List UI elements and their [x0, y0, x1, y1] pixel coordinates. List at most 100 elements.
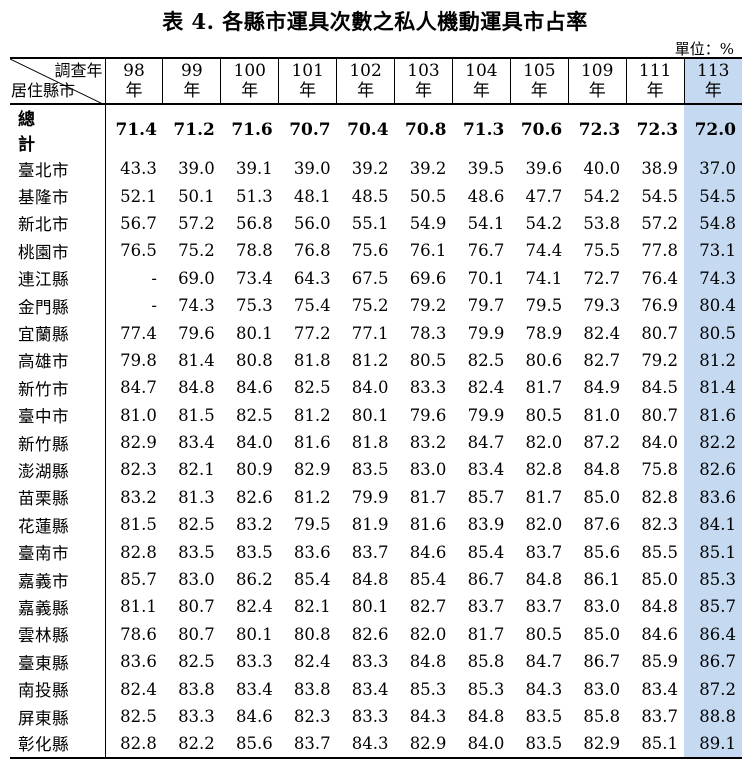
value-cell: 83.0 — [583, 597, 621, 617]
value-cell: 57.2 — [178, 213, 215, 233]
county-label: 花蓮縣 — [10, 511, 106, 539]
county-label: 宜蘭縣 — [10, 319, 106, 347]
county-label: 苗栗縣 — [10, 483, 106, 512]
value-cell: 79.6 — [409, 405, 447, 425]
corner-top-label: 調查年 — [54, 61, 103, 80]
year-number: 105 — [523, 61, 556, 81]
value-cell: 87.2 — [583, 433, 621, 453]
corner-bottom-label: 居住縣市 — [11, 81, 76, 100]
value-cell: 70.4 — [347, 120, 389, 140]
county-label: 南投縣 — [10, 675, 106, 703]
value-cell: 84.8 — [409, 652, 447, 672]
value-cell: 78.3 — [409, 323, 447, 343]
value-cell: 40.0 — [583, 159, 621, 179]
table-row: 苗栗縣 83.2 81.3 82.6 81.2 79.9 81.7 85.7 81.7 85.0 8… — [10, 483, 742, 512]
value-cell: 86.2 — [235, 570, 273, 590]
value-cell: 75.2 — [178, 241, 215, 261]
table-row: 基隆市 52.1 50.1 51.3 48.1 48.5 50.5 48.6 47.7 54.2 5… — [10, 182, 742, 210]
value-cell: 82.7 — [583, 350, 621, 370]
value-cell: 83.3 — [409, 378, 447, 398]
county-label: 新竹縣 — [10, 428, 106, 457]
value-cell: 80.9 — [235, 460, 273, 480]
year-number: 111 — [638, 61, 672, 81]
value-cell: 85.6 — [220, 730, 279, 759]
value-cell: 85.5 — [641, 542, 679, 562]
value-cell: 81.5 — [178, 405, 215, 425]
value-cell: 84.3 — [409, 707, 447, 726]
value-cell: 83.5 — [525, 707, 563, 726]
value-cell: 81.2 — [684, 346, 742, 375]
value-cell: 81.0 — [583, 405, 621, 425]
county-label: 彰化縣 — [10, 730, 106, 759]
county-label: 嘉義市 — [10, 565, 106, 594]
value-cell: 85.0 — [583, 487, 621, 507]
value-cell: 81.6 — [293, 433, 331, 453]
value-cell: 78.8 — [235, 241, 273, 261]
value-cell: 83.7 — [351, 542, 389, 562]
value-cell: 82.5 — [178, 652, 215, 672]
value-cell: 76.4 — [641, 268, 679, 288]
year-header: 100 年 — [220, 58, 279, 104]
value-cell: 82.6 — [351, 624, 389, 644]
year-suffix: 年 — [646, 81, 664, 101]
county-label: 連江縣 — [10, 264, 106, 292]
value-cell: 54.2 — [525, 213, 563, 233]
table-row: 臺南市 82.8 83.5 83.5 83.6 83.7 84.6 85.4 83.7 85.6 8… — [10, 538, 742, 566]
value-cell: 84.0 — [235, 433, 273, 453]
value-cell: 81.2 — [351, 350, 389, 370]
value-cell: 76.5 — [120, 241, 157, 261]
value-cell: 78.9 — [525, 323, 563, 343]
value-cell: 81.7 — [467, 624, 505, 644]
table-title: 表 4. 各縣市運具次數之私人機動運具市占率 — [162, 9, 588, 34]
value-cell: 82.5 — [467, 350, 505, 370]
value-cell: 85.4 — [409, 570, 447, 590]
table-row: 新竹縣 82.9 83.4 84.0 81.6 81.8 83.2 84.7 82.0 87.2 8… — [10, 428, 742, 457]
year-number: 113 — [697, 61, 730, 81]
value-cell: 83.0 — [583, 679, 621, 699]
value-cell: 76.7 — [467, 241, 505, 261]
value-cell: 80.7 — [178, 597, 215, 617]
value-cell: 82.8 — [120, 542, 157, 562]
value-cell: 83.2 — [235, 515, 273, 535]
table-row: 臺北市 43.3 39.0 39.1 39.0 39.2 39.2 39.5 39.6 40.0 3… — [10, 155, 742, 183]
value-cell: 75.3 — [235, 296, 273, 316]
value-cell: 77.1 — [351, 323, 389, 343]
value-cell: 38.9 — [641, 159, 679, 179]
value-cell: 75.2 — [351, 296, 389, 316]
value-cell: 74.4 — [525, 241, 563, 261]
value-cell: 84.0 — [452, 730, 511, 759]
year-suffix: 年 — [125, 81, 143, 101]
year-header: 103 年 — [394, 58, 453, 104]
value-cell: 85.8 — [467, 652, 505, 672]
diagonal-divider-icon — [10, 59, 105, 105]
value-cell: 85.0 — [583, 624, 621, 644]
value-cell: 82.4 — [235, 597, 273, 617]
table-row: 高雄市 79.8 81.4 80.8 81.8 81.2 80.5 82.5 80.6 82.7 7… — [10, 346, 742, 375]
value-cell: 80.7 — [641, 323, 679, 343]
value-cell: 53.8 — [583, 213, 621, 233]
table-row: 花蓮縣 81.5 82.5 83.2 79.5 81.9 81.6 83.9 82.0 87.6 8… — [10, 511, 742, 539]
value-cell: 82.6 — [235, 487, 273, 507]
value-cell: 81.3 — [178, 487, 215, 507]
table-row: 新北市 56.7 57.2 56.8 56.0 55.1 54.9 54.1 54.2 53.8 5… — [10, 209, 742, 238]
value-cell: 70.6 — [520, 120, 563, 140]
year-number: 100 — [233, 61, 266, 81]
value-cell: 83.5 — [351, 460, 389, 480]
value-cell: 84.6 — [409, 542, 447, 562]
value-cell: 86.7 — [467, 570, 505, 590]
value-cell: 83.3 — [351, 652, 389, 672]
value-cell: 85.4 — [467, 542, 505, 562]
header-row: 調查年 居住縣市 98 年 99 年 100 年 101 年 102 年 103 年 104 年 105 年 1… — [10, 58, 742, 105]
value-cell: 48.1 — [293, 186, 331, 206]
table-row: 臺東縣 83.6 82.5 83.3 82.4 83.3 84.8 85.8 84.7 86.7 8… — [10, 648, 742, 676]
value-cell: 82.4 — [467, 378, 505, 398]
value-cell: 75.8 — [641, 460, 679, 480]
value-cell: 48.6 — [467, 186, 505, 206]
value-cell: 84.6 — [235, 707, 273, 726]
value-cell: 81.7 — [409, 487, 447, 507]
value-cell: 54.5 — [684, 182, 742, 210]
year-suffix: 年 — [704, 81, 722, 101]
table-row: 雲林縣 78.6 80.7 80.1 80.8 82.6 82.0 81.7 80.5 85.0 8… — [10, 620, 742, 649]
value-cell: 82.4 — [120, 679, 157, 699]
year-suffix: 年 — [241, 81, 259, 101]
